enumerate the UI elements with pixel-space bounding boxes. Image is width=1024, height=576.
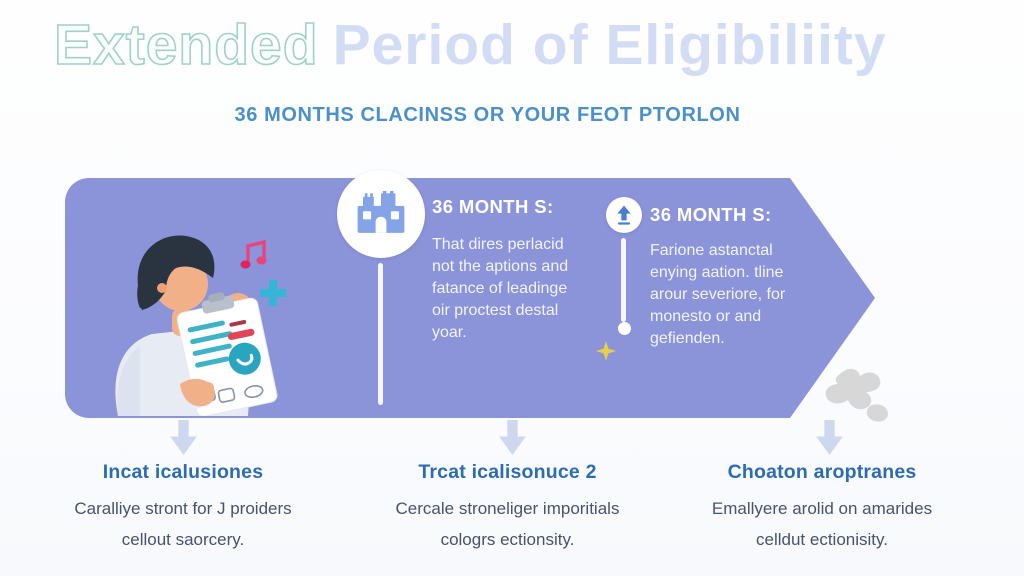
footnote-heading: Choaton aroptranes <box>727 461 917 483</box>
body-line: gefienden. <box>650 330 725 347</box>
body-line: monesto or and <box>650 308 762 325</box>
title-part-filled: Period of Eligibiliity <box>332 13 887 77</box>
body-line: not the aptions and <box>432 258 569 275</box>
page-title: Extended Period of Eligibiliity <box>53 12 887 78</box>
upload-arrow-icon <box>617 205 631 225</box>
body-line: arour severiore, for <box>650 286 786 303</box>
down-arrow-icon <box>170 420 197 455</box>
music-note-icon <box>240 239 267 269</box>
timeline-divider-1 <box>378 263 383 405</box>
footnote-line: Emallyere arolid on amarides <box>711 499 933 518</box>
banner-section-1-body: That dires perlacid not the aptions and … <box>432 234 602 344</box>
footnote-line: Cercale stroneliger imporitials <box>395 499 620 518</box>
timeline-dot <box>618 322 631 335</box>
body-line: enying aation. tline <box>650 264 784 281</box>
body-line: fatance of leadinge <box>432 280 568 297</box>
body-line: Farione astanctal <box>650 242 773 259</box>
banner-section-2: 36 MONTH S: Farione astanctal enying aat… <box>650 204 810 350</box>
footnote-column-2: Trcat icalisonuce 2 Cercale stroneliger … <box>350 461 665 555</box>
body-line: That dires perlacid <box>432 236 564 253</box>
plus-icon <box>260 280 286 306</box>
milestone-circle-2 <box>606 197 642 233</box>
person-clipboard-illustration <box>115 235 278 416</box>
banner-section-1: 36 MONTH S: That dires perlacid not the … <box>432 196 602 344</box>
banner-section-2-heading: 36 MONTH S: <box>650 204 772 225</box>
page-subtitle: 36 MONTHS CLACINSS OR YOUR FEOT PTORLON <box>234 104 741 126</box>
footnote-column-3: Choaton aroptranes Emallyere arolid on a… <box>662 461 982 555</box>
banner-section-2-body: Farione astanctal enying aation. tline a… <box>650 240 810 350</box>
footnote-heading: Trcat icalisonuce 2 <box>418 461 597 483</box>
down-arrow-icon <box>816 420 843 455</box>
milestone-circle-1 <box>337 170 425 258</box>
banner-section-1-heading: 36 MONTH S: <box>432 196 554 217</box>
title-part-outlined: Extended <box>53 12 319 78</box>
footnote-column-1: Incat icalusiones Caralliye stront for J… <box>28 461 338 555</box>
timeline-divider-2 <box>621 238 626 322</box>
gray-blob-icon <box>825 368 888 422</box>
footnote-line: cellout saorcery. <box>121 530 245 549</box>
down-arrow-icon <box>499 420 526 455</box>
footnote-line: cologrs ectionsity. <box>440 530 575 549</box>
footnote-line: celldut ectionisity. <box>756 530 888 549</box>
sparkle-icon <box>596 341 616 361</box>
footnote-line: Caralliye stront for J proiders <box>74 499 292 518</box>
body-line: yoar. <box>432 324 467 341</box>
building-icon <box>357 191 405 233</box>
body-line: oir proctest destal <box>432 302 559 319</box>
footnote-heading: Incat icalusiones <box>102 461 264 483</box>
